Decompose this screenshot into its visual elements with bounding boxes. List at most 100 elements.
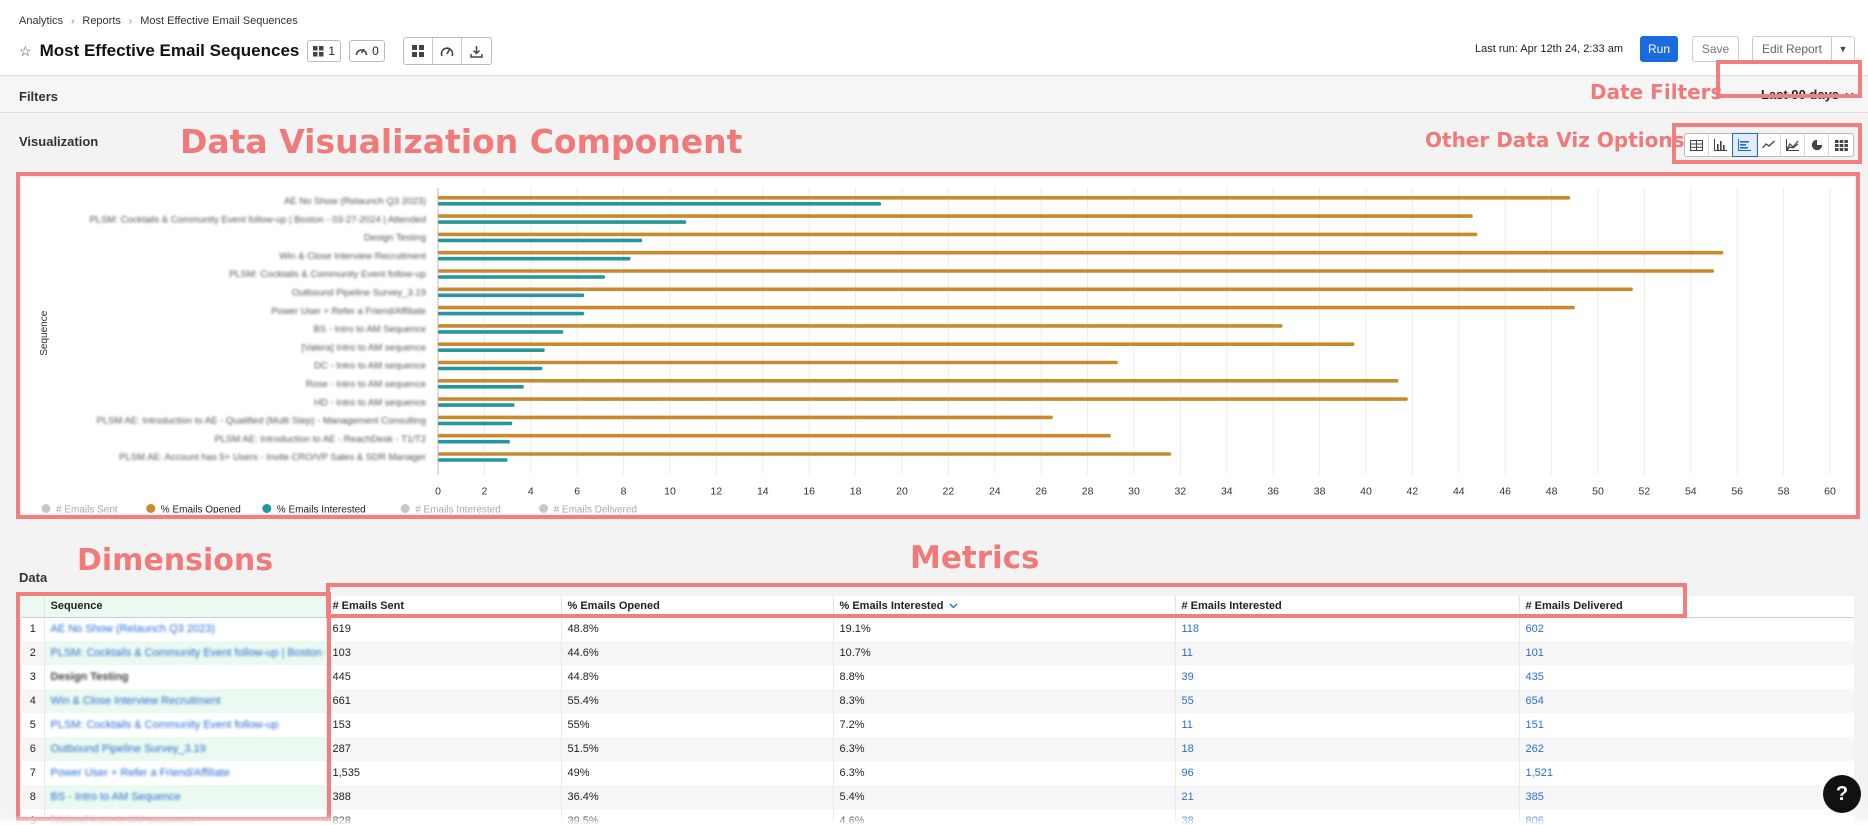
- table-row: 4 Win & Close Interview Recruitment 661 55.…: [22, 689, 1854, 713]
- add-to-dashboard-button[interactable]: [404, 38, 433, 64]
- sequence-link[interactable]: Win & Close Interview Recruitment: [50, 695, 221, 707]
- line-chart-button[interactable]: [1757, 134, 1781, 156]
- create-alert-button[interactable]: [433, 38, 462, 64]
- sequence-link[interactable]: AE No Show (Relaunch Q3 2023): [50, 623, 215, 636]
- save-button[interactable]: Save: [1692, 36, 1739, 62]
- table-row: 8 BS - Intro to AM Sequence 388 36.4% 5.4% 21…: [22, 785, 1854, 809]
- column-header-emails-sent[interactable]: # Emails Sent: [326, 596, 562, 618]
- emails-interested-link[interactable]: 55: [1175, 689, 1520, 713]
- edit-report-button[interactable]: Edit Report: [1752, 36, 1832, 62]
- pie-chart-button[interactable]: [1805, 134, 1829, 156]
- legend-marker: [41, 504, 51, 513]
- emails-interested-link[interactable]: 11: [1175, 641, 1520, 665]
- sequence-link[interactable]: Outbound Pipeline Survey_3.19: [50, 743, 206, 755]
- sequence-cell[interactable]: Design Testing: [44, 665, 327, 689]
- bar-emails-opened: [438, 196, 1571, 200]
- legend-item[interactable]: # Emails Interested: [415, 505, 501, 514]
- breadcrumb-analytics[interactable]: Analytics: [19, 15, 64, 27]
- x-tick-label: 56: [1731, 486, 1743, 498]
- emails-sent-cell: 1,535: [326, 761, 562, 785]
- x-tick-label: 54: [1685, 486, 1697, 498]
- breadcrumb-reports[interactable]: Reports: [82, 15, 121, 27]
- sequence-cell[interactable]: BS - Intro to AM Sequence: [44, 785, 327, 809]
- bar-emails-interested: [438, 366, 543, 371]
- sequence-cell[interactable]: PLSM: Cocktails & Community Event follow…: [44, 713, 327, 737]
- emails-delivered-link[interactable]: 435: [1519, 665, 1854, 689]
- bar-emails-interested: [438, 238, 643, 243]
- column-chart-button[interactable]: [1709, 134, 1733, 156]
- legend-item[interactable]: # Emails Sent: [56, 505, 118, 514]
- column-header-emails-delivered[interactable]: # Emails Delivered: [1519, 596, 1854, 618]
- table-view-button[interactable]: [1685, 134, 1709, 156]
- emails-interested-link[interactable]: 18: [1175, 737, 1520, 761]
- edit-options-dropdown[interactable]: ▼: [1831, 36, 1855, 62]
- emails-delivered-link[interactable]: 151: [1519, 713, 1854, 737]
- sequence-link[interactable]: Design Testing: [50, 671, 129, 683]
- bar-emails-interested: [438, 202, 882, 206]
- help-button[interactable]: ?: [1823, 775, 1861, 813]
- x-tick-label: 48: [1546, 486, 1558, 498]
- sequence-link[interactable]: PLSM: Cocktails & Community Event follow…: [50, 647, 326, 659]
- sequence-link[interactable]: Power User + Refer a Friend/Affiliate: [50, 767, 230, 779]
- sequence-cell[interactable]: Outbound Pipeline Survey_3.19: [44, 737, 327, 761]
- table-row: 7 Power User + Refer a Friend/Affiliate 1,…: [22, 761, 1854, 785]
- bar-emails-opened: [438, 379, 1399, 383]
- sort-desc-icon[interactable]: [949, 603, 958, 609]
- filters-bar: Filters Last 90 days: [0, 77, 1868, 113]
- download-button[interactable]: [462, 38, 491, 64]
- emails-interested-link[interactable]: 11: [1175, 713, 1520, 737]
- area-chart-button[interactable]: [1781, 134, 1805, 156]
- x-tick-label: 30: [1128, 486, 1140, 498]
- row-number: 1: [22, 617, 45, 641]
- data-label: Data: [19, 570, 48, 585]
- grid-view-button[interactable]: [1829, 134, 1853, 156]
- sequence-link[interactable]: PLSM: Cocktails & Community Event follow…: [50, 719, 279, 731]
- grid-icon: [1834, 139, 1848, 151]
- date-filter-dropdown[interactable]: Last 90 days: [1761, 87, 1854, 102]
- emails-delivered-link[interactable]: 602: [1519, 617, 1854, 641]
- dashboards-count-badge[interactable]: 1: [307, 40, 342, 62]
- legend-marker: [262, 504, 272, 513]
- annotation-metrics-label: Metrics: [910, 540, 1040, 576]
- sequence-cell[interactable]: PLSM: Cocktails & Community Event follow…: [44, 641, 327, 665]
- sequence-cell[interactable]: Win & Close Interview Recruitment: [44, 689, 327, 713]
- legend-marker: [400, 504, 410, 513]
- gauge-icon: [440, 46, 454, 56]
- breadcrumb: Analytics › Reports › Most Effective Ema…: [19, 15, 298, 27]
- x-tick-label: 10: [664, 486, 676, 498]
- bar-emails-interested: [438, 311, 585, 316]
- emails-delivered-link[interactable]: 654: [1519, 689, 1854, 713]
- chevron-right-icon: ›: [71, 15, 75, 27]
- emails-delivered-link[interactable]: 101: [1519, 641, 1854, 665]
- emails-delivered-link[interactable]: 385: [1519, 785, 1854, 809]
- star-icon[interactable]: ☆: [19, 42, 32, 59]
- legend-item[interactable]: % Emails Interested: [277, 505, 366, 514]
- emails-interested-link[interactable]: 118: [1175, 617, 1520, 641]
- emails-interested-link[interactable]: 39: [1175, 665, 1520, 689]
- column-header-emails-interested[interactable]: # Emails Interested: [1175, 596, 1520, 618]
- emails-interested-pct-cell: 5.4%: [833, 785, 1176, 809]
- column-header-emails-interested-pct[interactable]: % Emails Interested: [833, 596, 1176, 618]
- download-icon: [470, 45, 483, 58]
- sequence-link[interactable]: BS - Intro to AM Sequence: [50, 791, 181, 803]
- column-header-emails-opened[interactable]: % Emails Opened: [561, 596, 834, 618]
- sequence-cell[interactable]: Power User + Refer a Friend/Affiliate: [44, 761, 327, 785]
- emails-interested-link[interactable]: 21: [1175, 785, 1520, 809]
- emails-interested-link[interactable]: 96: [1175, 761, 1520, 785]
- emails-delivered-link[interactable]: 262: [1519, 737, 1854, 761]
- bar-chart-button[interactable]: [1732, 133, 1758, 157]
- x-tick-label: 46: [1499, 486, 1511, 498]
- bar-emails-interested: [438, 348, 545, 352]
- legend-item[interactable]: % Emails Opened: [161, 505, 241, 514]
- x-tick-label: 20: [896, 486, 908, 498]
- report-actions: [402, 37, 492, 65]
- emails-sent-cell: 103: [326, 641, 562, 665]
- emails-delivered-link[interactable]: 1,521: [1519, 761, 1854, 785]
- legend-item[interactable]: # Emails Delivered: [554, 505, 637, 514]
- area-chart-icon: [1786, 139, 1799, 151]
- sequence-cell[interactable]: AE No Show (Relaunch Q3 2023): [44, 617, 327, 641]
- column-header-sequence[interactable]: Sequence: [44, 596, 327, 618]
- run-button[interactable]: Run: [1640, 36, 1678, 62]
- x-tick-label: 4: [528, 486, 534, 498]
- alerts-count-badge[interactable]: 0: [349, 40, 385, 62]
